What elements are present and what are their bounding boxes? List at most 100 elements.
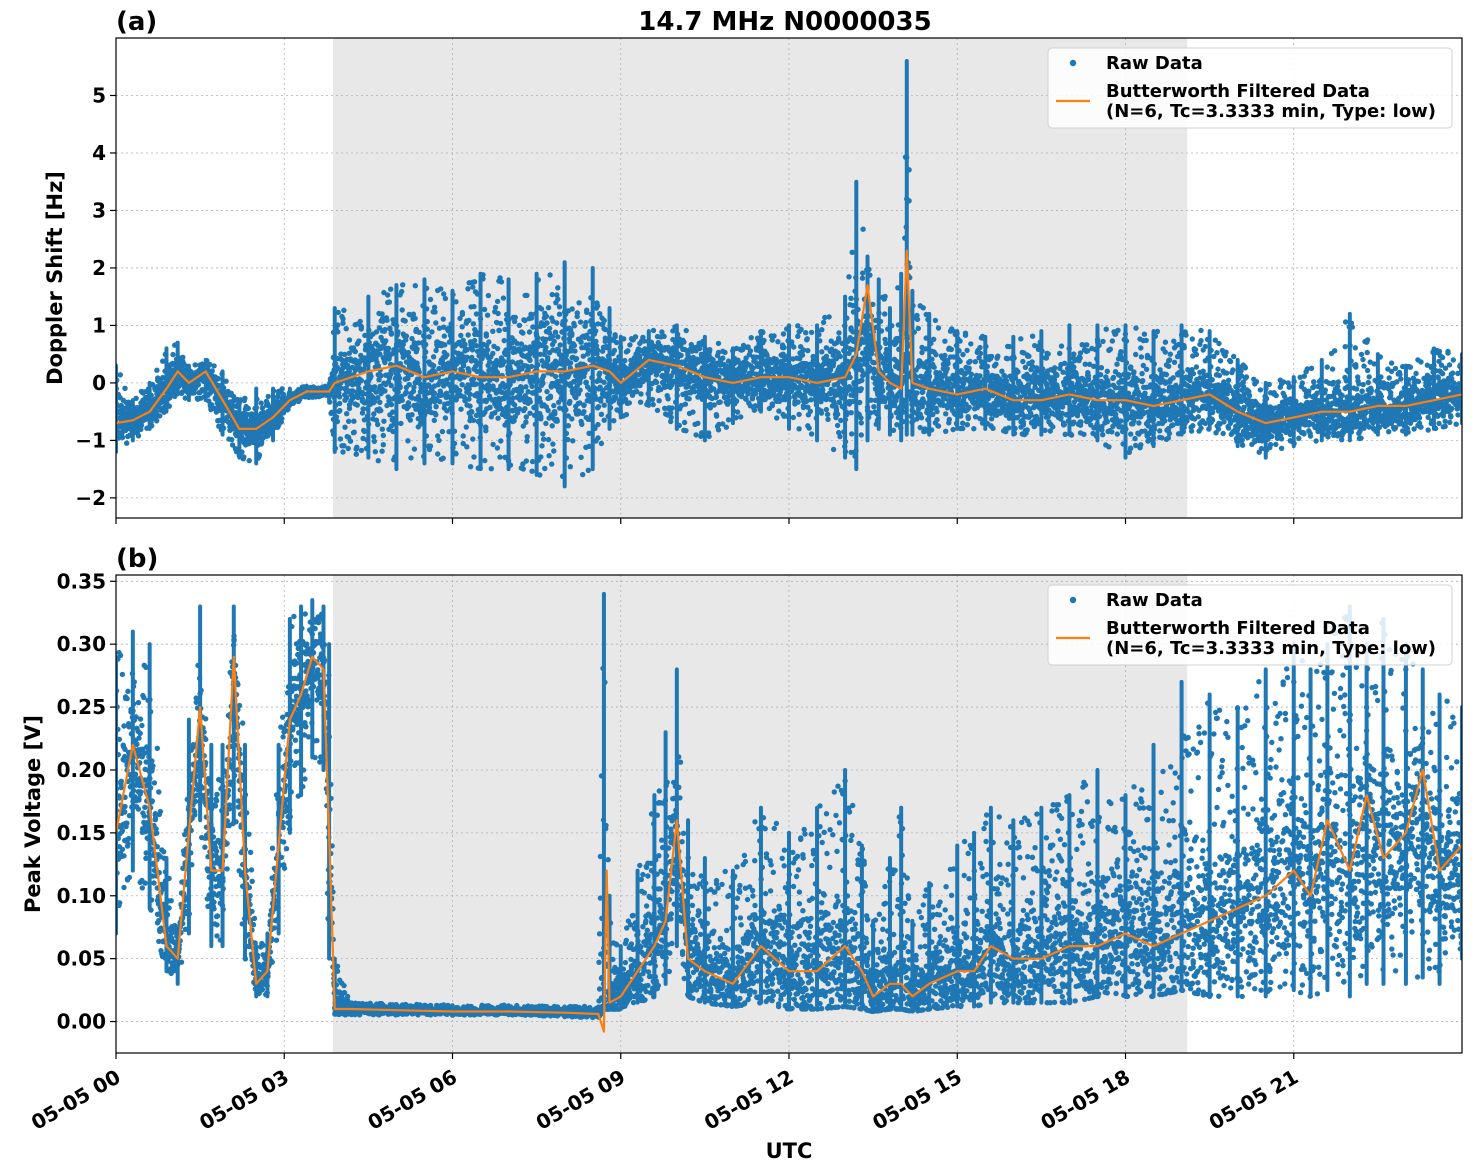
raw-data-point: [569, 332, 575, 338]
raw-data-point: [437, 399, 443, 405]
raw-data-point: [157, 413, 163, 419]
raw-data-point: [748, 335, 754, 341]
raw-data-point: [583, 379, 589, 385]
raw-data-point: [775, 339, 781, 345]
raw-data-point: [426, 405, 433, 411]
raw-data-point: [466, 317, 472, 324]
raw-data-point: [602, 335, 608, 341]
raw-data-point: [544, 388, 550, 395]
raw-data-point: [858, 386, 864, 392]
raw-data-point: [435, 433, 441, 439]
raw-data-point: [573, 355, 580, 362]
raw-data-point: [471, 279, 478, 285]
raw-data-point: [917, 424, 923, 431]
raw-data-point: [637, 399, 644, 405]
raw-data-point: [567, 360, 574, 366]
raw-data-point: [656, 398, 662, 404]
raw-data-point: [229, 403, 236, 409]
raw-data-point: [657, 343, 663, 349]
raw-data-point: [458, 406, 464, 412]
raw-data-point: [379, 311, 385, 317]
raw-data-point: [527, 399, 533, 405]
raw-data-point: [946, 416, 952, 423]
raw-data-point: [439, 428, 446, 435]
raw-data-point: [358, 377, 364, 384]
raw-data-point: [432, 309, 438, 315]
raw-data-point: [441, 333, 447, 339]
raw-data-point: [713, 394, 720, 400]
raw-data-point: [571, 342, 578, 349]
raw-data-point: [543, 313, 550, 319]
raw-data-point: [497, 320, 504, 327]
raw-data-point: [571, 323, 578, 329]
raw-data-point: [622, 357, 628, 364]
raw-data-point: [501, 337, 507, 344]
raw-data-point: [471, 454, 477, 460]
raw-data-point: [411, 446, 418, 452]
raw-data-point: [494, 345, 501, 352]
raw-data-point: [567, 464, 573, 470]
raw-data-point: [960, 420, 966, 426]
raw-data-point: [551, 402, 557, 409]
raw-data-point: [469, 409, 475, 415]
raw-data-point: [473, 381, 479, 387]
raw-data-point: [848, 410, 854, 416]
raw-data-point: [483, 428, 489, 434]
raw-data-point: [585, 467, 591, 473]
raw-data-point: [490, 350, 496, 357]
raw-data-point: [244, 411, 251, 418]
raw-data-point: [122, 385, 128, 391]
raw-data-point: [182, 395, 188, 401]
raw-data-point: [542, 465, 548, 472]
raw-data-point: [170, 351, 176, 358]
raw-data-point: [581, 409, 587, 415]
raw-data-point: [458, 332, 464, 339]
raw-data-point: [433, 412, 439, 418]
raw-data-point: [847, 374, 853, 381]
raw-data-point: [464, 354, 470, 360]
raw-data-point: [796, 426, 802, 432]
raw-data-point: [528, 363, 535, 370]
raw-data-point: [442, 415, 449, 421]
raw-data-point: [967, 358, 973, 365]
raw-data-point: [465, 332, 471, 338]
raw-data-point: [583, 319, 589, 326]
raw-data-point: [340, 449, 346, 455]
raw-data-point: [430, 363, 437, 369]
raw-data-point: [388, 382, 394, 389]
raw-data-point: [415, 340, 422, 346]
raw-data-point: [882, 311, 888, 317]
raw-data-point: [484, 312, 491, 318]
raw-data-point: [390, 409, 396, 415]
raw-data-point: [556, 311, 563, 317]
raw-data-point: [500, 295, 507, 301]
raw-data-point: [806, 425, 812, 431]
raw-data-point: [543, 420, 549, 427]
raw-data-point: [830, 446, 837, 453]
raw-data-point: [498, 279, 505, 285]
raw-data-point: [965, 415, 971, 422]
raw-data-point: [362, 332, 368, 339]
raw-data-point: [344, 411, 350, 417]
raw-data-point: [807, 408, 813, 414]
raw-data-point: [543, 344, 549, 351]
raw-data-point: [520, 330, 526, 336]
raw-data-point: [351, 418, 357, 424]
raw-data-point: [837, 353, 843, 360]
raw-data-point: [943, 411, 949, 417]
raw-data-point: [544, 320, 550, 326]
raw-data-point: [511, 402, 518, 408]
raw-data-point: [241, 454, 247, 460]
raw-data-point: [377, 351, 383, 357]
raw-data-point: [430, 354, 437, 360]
raw-data-point: [494, 298, 501, 305]
raw-data-point: [549, 461, 555, 467]
raw-data-point: [246, 457, 252, 464]
raw-data-point: [540, 380, 546, 387]
raw-data-point: [371, 384, 378, 390]
raw-data-point: [460, 433, 466, 439]
raw-data-point: [871, 404, 877, 410]
raw-data-point: [795, 399, 801, 405]
raw-data-point: [833, 406, 840, 412]
raw-data-point: [551, 338, 557, 345]
